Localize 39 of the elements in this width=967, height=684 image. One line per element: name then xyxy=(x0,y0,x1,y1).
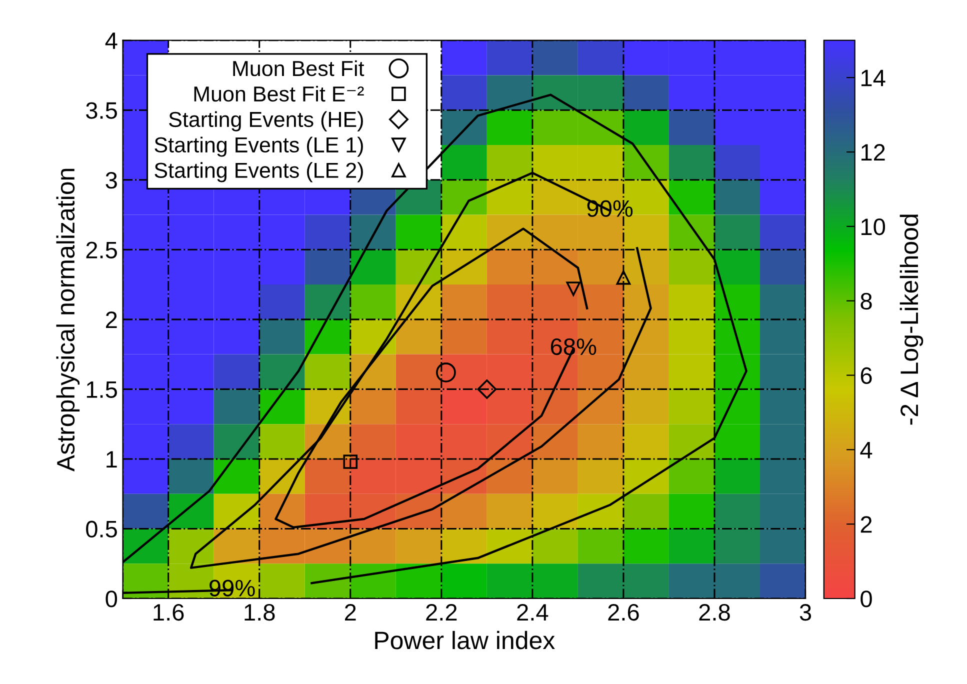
y-tick-label: 3 xyxy=(106,172,117,189)
x-tick-label: 1.8 xyxy=(244,604,275,621)
x-tick-label: 1.6 xyxy=(154,604,184,621)
y-tick-label: 2.5 xyxy=(86,242,117,258)
color-bar-label: 8 xyxy=(860,292,872,310)
y-tick-label: 0.5 xyxy=(86,520,117,538)
y-axis-title: Astrophysical normalization xyxy=(56,168,80,472)
color-bar-label: 12 xyxy=(861,144,885,161)
color-bar-label: 0 xyxy=(860,590,872,608)
point xyxy=(343,454,358,469)
color-bar-label: 2 xyxy=(860,516,872,533)
legend-label: Muon Best Fit xyxy=(233,60,364,76)
color-bar-label: 6 xyxy=(860,367,872,384)
x-tick-label: 2.4 xyxy=(517,604,548,620)
x-tick-label: 2 xyxy=(345,604,356,620)
point xyxy=(616,270,631,285)
x-tick-label: 2.6 xyxy=(608,604,639,621)
y-tick-label: 1.5 xyxy=(86,382,117,398)
annotation: 68% xyxy=(550,338,596,356)
y-tick-label: 0 xyxy=(106,590,118,608)
legend-label: Starting Events (HE) xyxy=(169,111,363,132)
color-bar-label: 4 xyxy=(860,442,872,458)
color-bar-label: 10 xyxy=(861,218,886,236)
x-tick-label: 3 xyxy=(800,604,812,621)
y-tick-label: 1 xyxy=(106,451,117,468)
legend-label: Starting Events (LE 2) xyxy=(154,162,363,182)
legend-label: Starting Events (LE 1) xyxy=(154,136,363,157)
point xyxy=(566,282,581,296)
color-bar-title: -2 Δ Log-Likelihood xyxy=(900,214,924,425)
x-axis-title: Power law index xyxy=(375,630,555,650)
color-bar-label: 14 xyxy=(861,70,886,86)
point xyxy=(436,362,456,382)
x-tick-label: 2.2 xyxy=(426,604,457,620)
point xyxy=(477,379,497,399)
y-tick-label: 4 xyxy=(105,32,118,49)
y-tick-label: 3.5 xyxy=(86,102,117,119)
y-tick-label: 2 xyxy=(106,311,117,328)
legend-label: Muon Best Fit E⁻² xyxy=(194,86,364,102)
x-tick-label: 2.8 xyxy=(699,604,730,621)
